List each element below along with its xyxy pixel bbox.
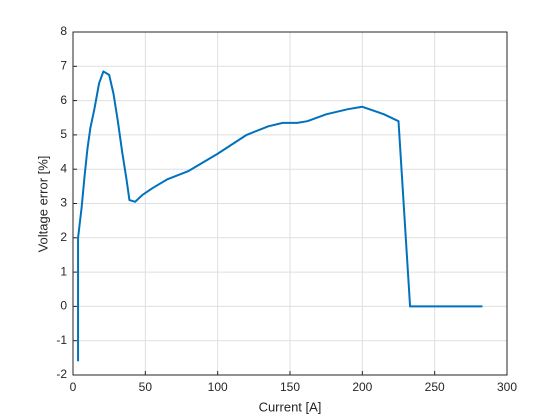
- x-tick-label: 200: [352, 380, 372, 394]
- y-tick-label: 8: [60, 24, 67, 38]
- x-tick-label: 250: [425, 380, 445, 394]
- y-tick-label: 2: [60, 230, 67, 244]
- x-tick-label: 300: [497, 380, 517, 394]
- x-tick-label: 50: [139, 380, 153, 394]
- x-tick-label: 0: [70, 380, 77, 394]
- y-tick-label: 3: [60, 196, 67, 210]
- x-tick-label: 100: [208, 380, 228, 394]
- y-tick-label: 0: [60, 299, 67, 313]
- y-tick-label: 4: [60, 161, 67, 175]
- x-tick-label: 150: [280, 380, 300, 394]
- data-line: [77, 70, 483, 362]
- y-tick-label: 6: [60, 93, 67, 107]
- y-tick-label: 5: [60, 127, 67, 141]
- y-axis-label: Voltage error [%]: [35, 156, 50, 253]
- y-tick-label: 1: [60, 264, 67, 278]
- y-tick-label: -2: [56, 367, 67, 381]
- plot-frame: [72, 31, 508, 376]
- y-tick-label: 7: [60, 58, 67, 72]
- x-axis-label: Current [A]: [259, 399, 322, 414]
- y-tick-label: -1: [56, 333, 67, 347]
